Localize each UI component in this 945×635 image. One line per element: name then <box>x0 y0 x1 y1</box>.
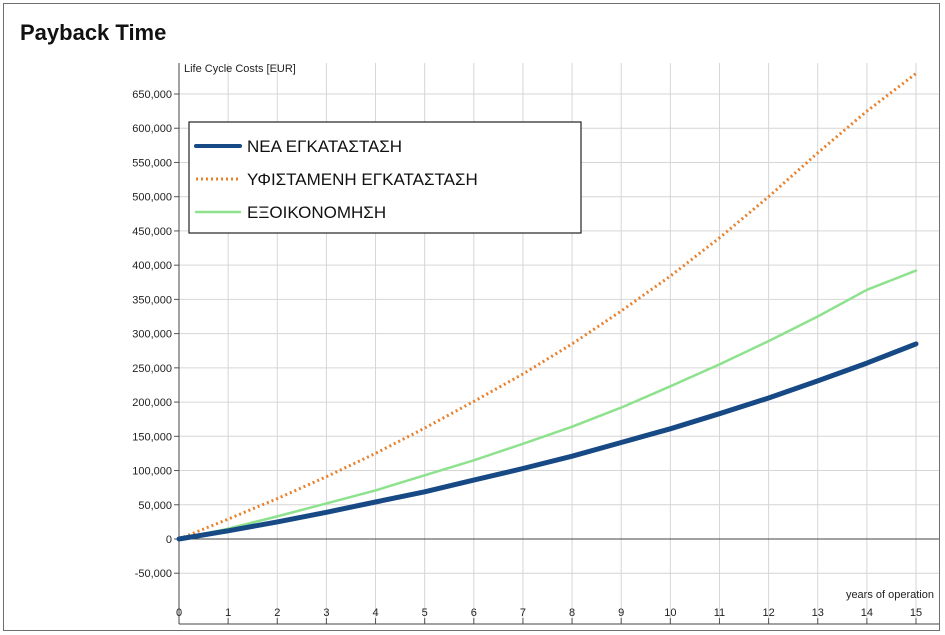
series-line-1 <box>178 72 917 541</box>
x-tick-label: 7 <box>520 607 526 619</box>
x-tick-label: 14 <box>861 607 873 619</box>
x-tick-label: 1 <box>225 607 231 619</box>
y-tick-label: 200,000 <box>132 397 172 409</box>
x-tick-label: 3 <box>323 607 329 619</box>
chart-title: Payback Time <box>20 20 167 45</box>
x-tick-label: 6 <box>471 607 477 619</box>
y-tick-label: 600,000 <box>132 123 172 135</box>
y-tick-label: 250,000 <box>132 363 172 375</box>
x-tick-label: 12 <box>762 607 774 619</box>
legend-label: ΝΕΑ ΕΓΚΑΤΑΣΤΑΣΗ <box>247 137 402 156</box>
legend-label: ΥΦΙΣΤΑΜΕΝΗ ΕΓΚΑΤΑΣΤΑΣΗ <box>247 170 478 189</box>
y-tick-label: 350,000 <box>132 294 172 306</box>
y-tick-label: 650,000 <box>132 89 172 101</box>
x-tick-label: 2 <box>274 607 280 619</box>
x-tick-label: 8 <box>569 607 575 619</box>
tick-labels: 0 1 2 3 4 5 6 7 8 9 10 11 12 13 14 15650,000600,000550,… <box>132 89 922 619</box>
y-tick-label: 400,000 <box>132 260 172 272</box>
chart-frame: Payback Time 0 1 2 3 4 5 6 7 8 9 10 11 12 13 14 15 650,0… <box>3 3 940 631</box>
y-axis-label: Life Cycle Costs [EUR] <box>184 63 296 75</box>
y-tick-label: 500,000 <box>132 192 172 204</box>
y-tick-label: 100,000 <box>132 466 172 478</box>
x-tick-label: 10 <box>664 607 676 619</box>
y-tick-label: 450,000 <box>132 226 172 238</box>
x-tick-label: 0 <box>176 607 182 619</box>
series-lines <box>176 72 919 542</box>
line-chart: 0 1 2 3 4 5 6 7 8 9 10 11 12 13 14 15650,000600,000550,… <box>132 63 939 625</box>
legend-box <box>188 121 582 234</box>
x-tick-label: 11 <box>714 607 725 619</box>
y-tick-label: 300,000 <box>132 329 172 341</box>
axes <box>174 63 939 625</box>
x-tick-label: 5 <box>422 607 428 619</box>
y-tick-label: 50,000 <box>138 500 172 512</box>
series-line-0 <box>176 341 919 542</box>
x-tick-label: 4 <box>372 607 378 619</box>
legend-label: ΕΞΟΙΚΟΝΟΜΗΣΗ <box>247 203 386 222</box>
y-tick-label: 0 <box>166 534 172 546</box>
x-tick-label: 15 <box>910 607 922 619</box>
x-tick-label: 9 <box>618 607 624 619</box>
x-axis-label: years of operation <box>846 589 934 601</box>
legend: ΝΕΑ ΕΓΚΑΤΑΣΤΑΣΗ ΥΦΙΣΤΑΜΕΝΗ ΕΓΚΑΤΑΣΤΑΣΗ ΕΞΟ… <box>188 121 582 234</box>
x-tick-label: 13 <box>812 607 824 619</box>
series-line-2 <box>177 269 918 541</box>
y-tick-label: 150,000 <box>132 431 172 443</box>
y-tick-label: 550,000 <box>132 157 172 169</box>
y-tick-label: -50,000 <box>135 568 172 580</box>
